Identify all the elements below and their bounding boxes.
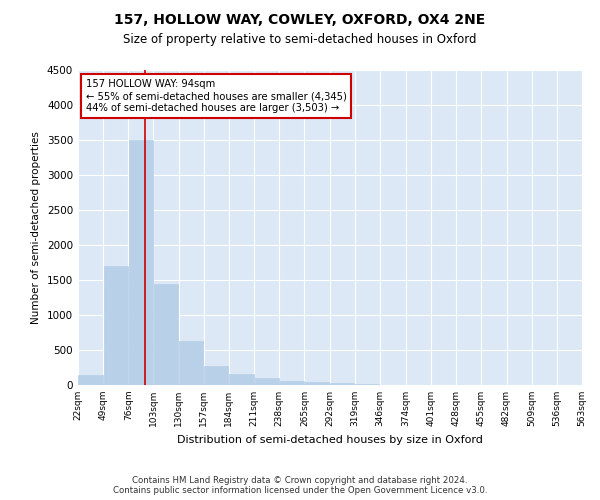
Bar xyxy=(305,382,329,385)
Text: 157, HOLLOW WAY, COWLEY, OXFORD, OX4 2NE: 157, HOLLOW WAY, COWLEY, OXFORD, OX4 2NE xyxy=(115,12,485,26)
Bar xyxy=(79,374,103,385)
Bar xyxy=(104,266,128,385)
Bar xyxy=(179,341,203,385)
Bar xyxy=(204,366,229,385)
Bar xyxy=(355,384,379,385)
Text: Contains HM Land Registry data © Crown copyright and database right 2024.
Contai: Contains HM Land Registry data © Crown c… xyxy=(113,476,487,495)
Text: 157 HOLLOW WAY: 94sqm
← 55% of semi-detached houses are smaller (4,345)
44% of s: 157 HOLLOW WAY: 94sqm ← 55% of semi-deta… xyxy=(86,80,346,112)
Bar xyxy=(129,140,153,385)
Y-axis label: Number of semi-detached properties: Number of semi-detached properties xyxy=(31,131,41,324)
Bar xyxy=(229,374,254,385)
X-axis label: Distribution of semi-detached houses by size in Oxford: Distribution of semi-detached houses by … xyxy=(177,434,483,444)
Bar xyxy=(330,383,354,385)
Text: Size of property relative to semi-detached houses in Oxford: Size of property relative to semi-detach… xyxy=(123,32,477,46)
Bar xyxy=(154,284,178,385)
Bar xyxy=(280,381,304,385)
Bar xyxy=(254,378,279,385)
